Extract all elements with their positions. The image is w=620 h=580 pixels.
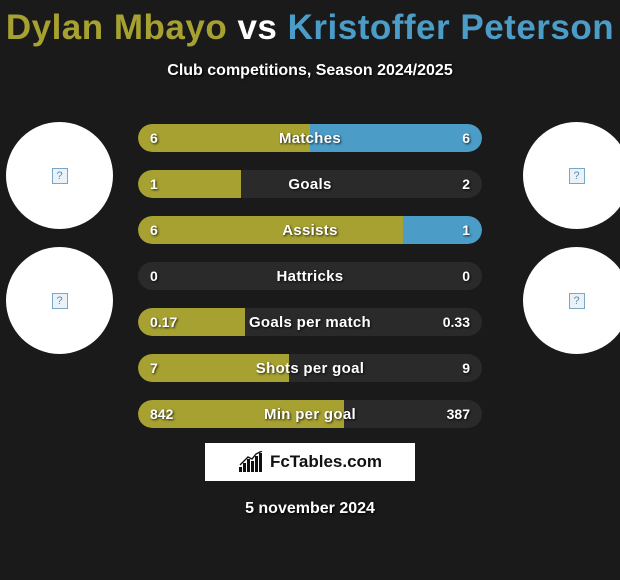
- branding-badge: FcTables.com: [205, 443, 415, 481]
- player1-photo-circle: ?: [6, 122, 113, 229]
- image-placeholder-icon: ?: [569, 293, 585, 309]
- stat-row: 61Assists: [138, 216, 482, 244]
- page-title: Dylan Mbayo vs Kristoffer Peterson: [0, 0, 620, 48]
- stat-bars: 66Matches 12Goals 61Assists 00Hattricks 0.17…: [138, 124, 482, 446]
- stat-row: 842387Min per goal: [138, 400, 482, 428]
- image-placeholder-icon: ?: [569, 168, 585, 184]
- stat-label: Assists: [138, 216, 482, 244]
- subtitle: Club competitions, Season 2024/2025: [0, 62, 620, 80]
- stat-label: Shots per goal: [138, 354, 482, 382]
- stat-row: 12Goals: [138, 170, 482, 198]
- stat-label: Goals per match: [138, 308, 482, 336]
- player2-name: Kristoffer Peterson: [288, 8, 615, 47]
- player2-avatars: ? ?: [523, 122, 620, 372]
- stat-label: Min per goal: [138, 400, 482, 428]
- stat-row: 79Shots per goal: [138, 354, 482, 382]
- branding-text: FcTables.com: [270, 452, 382, 472]
- player1-name: Dylan Mbayo: [6, 8, 227, 47]
- comparison-infographic: Dylan Mbayo vs Kristoffer Peterson Club …: [0, 0, 620, 580]
- stat-label: Goals: [138, 170, 482, 198]
- stat-row: 00Hattricks: [138, 262, 482, 290]
- stat-label: Hattricks: [138, 262, 482, 290]
- stat-label: Matches: [138, 124, 482, 152]
- image-placeholder-icon: ?: [52, 293, 68, 309]
- image-placeholder-icon: ?: [52, 168, 68, 184]
- stat-row: 0.170.33Goals per match: [138, 308, 482, 336]
- player1-club-circle: ?: [6, 247, 113, 354]
- stat-row: 66Matches: [138, 124, 482, 152]
- fctables-logo-icon: [238, 451, 264, 473]
- player2-photo-circle: ?: [523, 122, 620, 229]
- player2-club-circle: ?: [523, 247, 620, 354]
- date-text: 5 november 2024: [0, 500, 620, 518]
- vs-text: vs: [237, 8, 277, 47]
- player1-avatars: ? ?: [6, 122, 113, 372]
